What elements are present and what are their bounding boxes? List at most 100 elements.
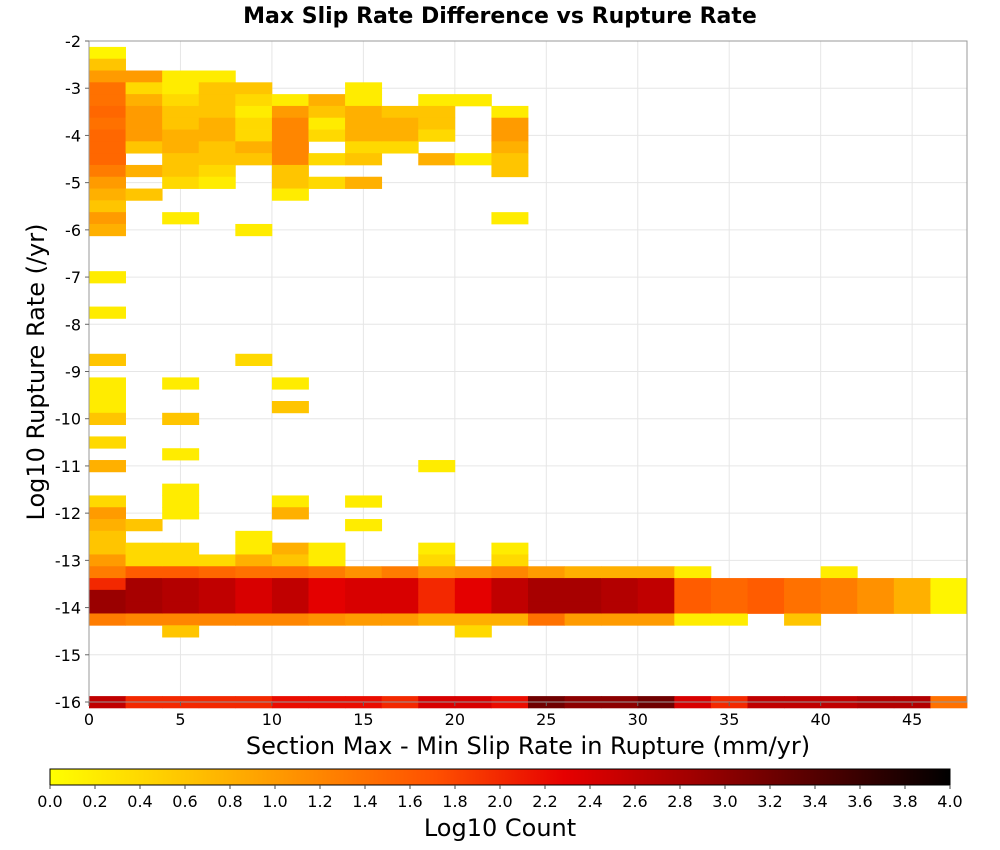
heatmap-cell	[125, 94, 163, 107]
heatmap-cell	[564, 601, 602, 614]
heatmap-cell	[418, 601, 456, 614]
heatmap-cell	[89, 530, 126, 544]
heatmap-cell	[89, 436, 126, 449]
y-tick-label: -14	[55, 599, 81, 618]
heatmap-cell	[345, 141, 383, 154]
y-tick-label: -4	[65, 126, 81, 145]
heatmap-cell	[820, 578, 858, 591]
x-tick-label: 45	[902, 710, 922, 729]
colorbar-ticks: 0.0 0.2 0.4 0.6 0.8 1.0 1.2 1.4 1.6 1.8 2.0 2.2 2.4 2…	[37, 785, 963, 811]
heatmap-cell	[564, 578, 602, 591]
heatmap-cell	[601, 601, 639, 614]
colorbar-tick-label: 0.6	[172, 792, 197, 811]
heatmap-cell	[345, 117, 383, 130]
heatmap-cell	[820, 601, 858, 614]
colorbar-tick-label: 3.2	[757, 792, 782, 811]
heatmap-cell	[308, 566, 346, 579]
colorbar-tick-label: 0.4	[127, 792, 152, 811]
heatmap-cell	[271, 117, 309, 130]
heatmap-cell	[89, 353, 126, 366]
heatmap-cell	[491, 117, 529, 130]
heatmap-cell	[454, 601, 492, 614]
heatmap-cell	[162, 164, 200, 178]
heatmap-cell	[235, 223, 273, 237]
y-tick-label: -13	[55, 551, 81, 570]
heatmap-cell	[784, 578, 822, 591]
heatmap-cell	[89, 94, 126, 107]
heatmap-cell	[162, 495, 200, 508]
colorbar-title: Log10 Count	[424, 814, 576, 842]
heatmap-cell	[345, 153, 383, 166]
heatmap-cell	[491, 129, 529, 142]
heatmap-cell	[893, 578, 931, 591]
heatmap-cell	[784, 601, 822, 614]
heatmap-cell	[125, 129, 163, 142]
heatmap-cell	[162, 483, 200, 496]
heatmap-cell	[162, 129, 200, 142]
heatmap-cell	[89, 58, 126, 71]
heatmap-cell	[345, 589, 383, 603]
heatmap-cell	[857, 578, 895, 591]
heatmap-cell	[125, 117, 163, 130]
heatmap-cell	[198, 94, 236, 107]
heatmap-cell	[271, 377, 309, 390]
heatmap-cell	[162, 542, 200, 555]
heatmap-cell	[125, 589, 163, 603]
heatmap-cell	[381, 141, 419, 154]
heatmap-cell	[198, 129, 236, 142]
heatmap-cell	[491, 589, 529, 603]
heatmap-cell	[564, 589, 602, 603]
heatmap-cell	[930, 589, 968, 603]
heatmap-cell	[454, 153, 492, 166]
heatmap-cell	[418, 94, 456, 107]
heatmap-cell	[345, 519, 383, 532]
heatmap-cell	[271, 164, 309, 178]
heatmap-cell	[491, 578, 529, 591]
y-tick-label: -2	[65, 32, 81, 51]
heatmap-cell	[857, 601, 895, 614]
heatmap-cell	[198, 601, 236, 614]
colorbar-tick-label: 4.0	[937, 792, 962, 811]
colorbar-tick-label: 1.6	[397, 792, 422, 811]
x-tick-label: 5	[175, 710, 185, 729]
x-tick-label: 0	[84, 710, 94, 729]
heatmap-cell	[162, 412, 200, 426]
heatmap-cell	[418, 117, 456, 130]
heatmap-cell	[271, 176, 309, 189]
heatmap-cell	[381, 601, 419, 614]
heatmap-cell	[89, 306, 126, 319]
heatmap-cell	[162, 566, 200, 579]
heatmap-cell	[454, 94, 492, 107]
heatmap-cell	[89, 188, 126, 201]
heatmap-cell	[784, 613, 822, 626]
heatmap-cell	[125, 613, 163, 626]
heatmap-cell	[601, 613, 639, 626]
y-tick-label: -16	[55, 693, 81, 712]
heatmap-cell	[308, 589, 346, 603]
heatmap-cell	[491, 141, 529, 154]
heatmap-cell	[162, 507, 200, 520]
heatmap-cell	[271, 129, 309, 142]
heatmap-cell	[235, 530, 273, 544]
heatmap-cell	[454, 578, 492, 591]
heatmap-cell	[89, 519, 126, 532]
heatmap-cell	[564, 566, 602, 579]
heatmap-cell	[893, 589, 931, 603]
heatmap-cell	[89, 141, 126, 154]
heatmap-cell	[528, 589, 565, 603]
heatmap-cell	[308, 542, 346, 555]
heatmap-cell	[125, 542, 163, 555]
heatmap-cell	[674, 566, 712, 579]
heatmap-cell	[89, 507, 126, 520]
colorbar	[49, 768, 951, 786]
heatmap-cell	[271, 578, 309, 591]
heatmap-cell	[271, 542, 309, 555]
heatmap-cell	[89, 566, 126, 579]
heatmap-cell	[235, 601, 273, 614]
heatmap-cell	[418, 105, 456, 119]
heatmap-cell	[198, 164, 236, 178]
heatmap-cell	[125, 519, 163, 532]
heatmap-cell	[89, 613, 126, 626]
heatmap-cell	[418, 129, 456, 142]
x-tick-label: 20	[445, 710, 465, 729]
